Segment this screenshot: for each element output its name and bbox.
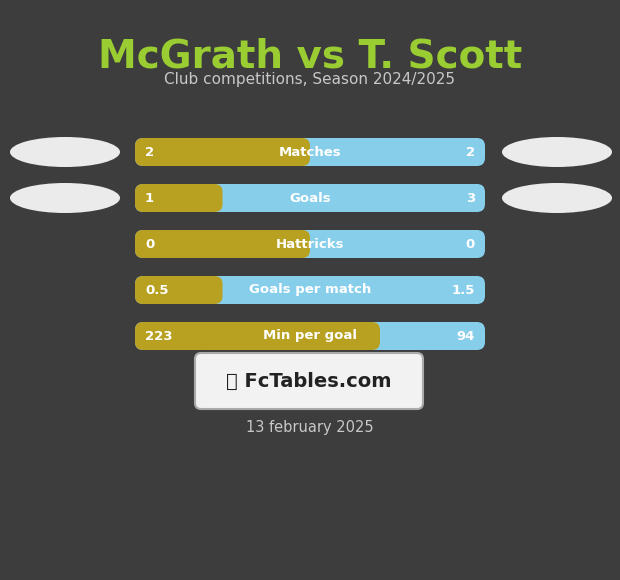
Text: 📊 FcTables.com: 📊 FcTables.com [226,372,392,390]
Text: 0: 0 [466,237,475,251]
Text: 0: 0 [145,237,154,251]
Text: 13 february 2025: 13 february 2025 [246,420,374,435]
Ellipse shape [10,183,120,213]
Text: Hattricks: Hattricks [276,237,344,251]
Text: Min per goal: Min per goal [263,329,357,343]
Text: 2: 2 [466,146,475,158]
FancyBboxPatch shape [195,353,423,409]
FancyBboxPatch shape [135,322,380,350]
FancyBboxPatch shape [135,138,310,166]
FancyBboxPatch shape [135,276,485,304]
FancyBboxPatch shape [135,138,485,166]
FancyBboxPatch shape [135,276,223,304]
Ellipse shape [502,137,612,167]
Text: McGrath vs T. Scott: McGrath vs T. Scott [98,38,522,76]
FancyBboxPatch shape [135,230,485,258]
Ellipse shape [502,183,612,213]
FancyBboxPatch shape [135,184,485,212]
Ellipse shape [10,137,120,167]
Text: Goals: Goals [289,191,331,205]
Text: 1: 1 [145,191,154,205]
Text: Goals per match: Goals per match [249,284,371,296]
FancyBboxPatch shape [135,184,223,212]
Text: 0.5: 0.5 [145,284,169,296]
Text: Club competitions, Season 2024/2025: Club competitions, Season 2024/2025 [164,72,456,87]
Text: 2: 2 [145,146,154,158]
Text: Matches: Matches [278,146,342,158]
Text: 3: 3 [466,191,475,205]
Text: 94: 94 [456,329,475,343]
Text: 1.5: 1.5 [451,284,475,296]
Text: 223: 223 [145,329,172,343]
FancyBboxPatch shape [135,230,310,258]
FancyBboxPatch shape [135,322,485,350]
